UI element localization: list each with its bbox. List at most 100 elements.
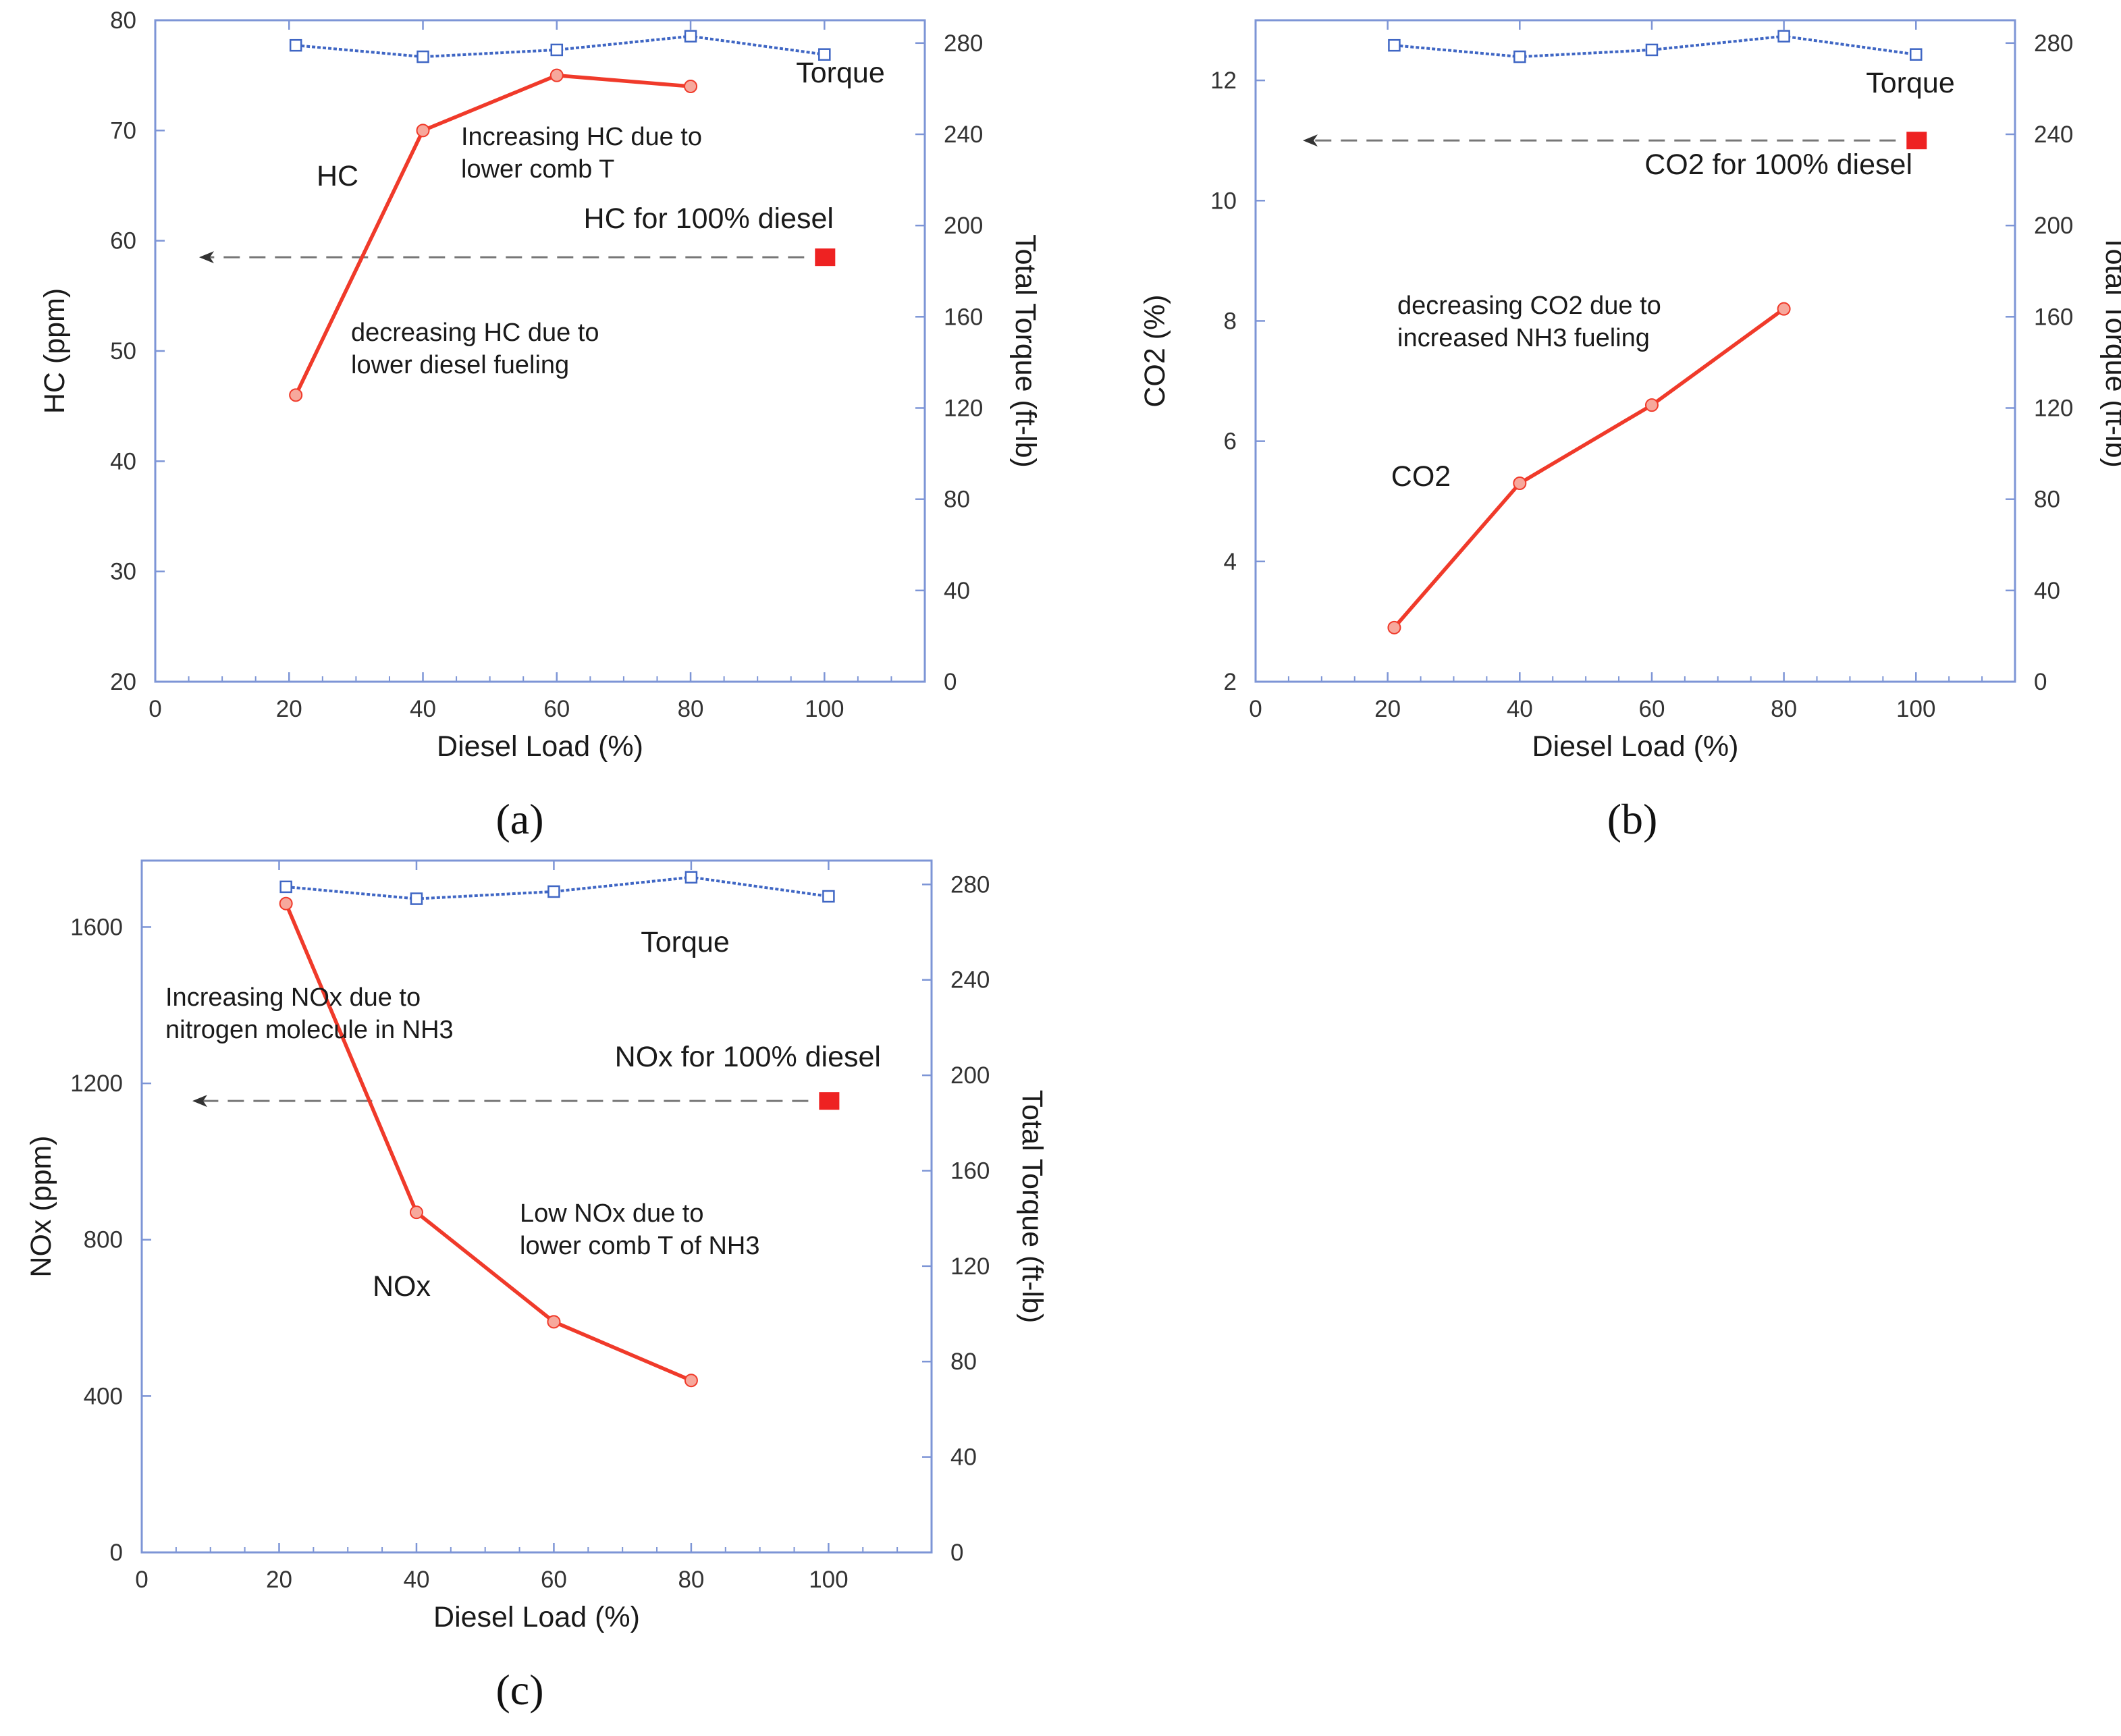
torque-point xyxy=(1388,38,1401,52)
y-tick-label: 60 xyxy=(110,228,136,254)
y-axis-label: NOx (ppm) xyxy=(25,1135,57,1277)
x-tick-label: 60 xyxy=(1638,696,1665,722)
torque-point xyxy=(1513,50,1526,63)
panel-caption: (b) xyxy=(1607,795,1658,843)
torque-series-label: Torque xyxy=(1866,67,1954,99)
y-axis-label: HC (ppm) xyxy=(38,288,71,414)
emission-point xyxy=(1513,477,1527,490)
x-tick-label: 40 xyxy=(410,696,436,722)
y-axis-label: CO2 (%) xyxy=(1139,294,1171,407)
x-tick-label: 20 xyxy=(266,1567,292,1593)
emission-point xyxy=(547,1315,561,1329)
emission-point xyxy=(279,896,293,911)
panel-caption: (a) xyxy=(495,795,543,843)
y2-tick-label: 80 xyxy=(2034,487,2060,513)
annotation-text: Low NOx due to xyxy=(520,1199,703,1228)
torque-point xyxy=(1645,43,1659,57)
y2-tick-label: 160 xyxy=(2034,304,2073,330)
torque-point xyxy=(279,880,292,894)
reference-arrowhead xyxy=(199,251,214,264)
emission-line xyxy=(1393,307,1786,629)
emission-point xyxy=(416,124,430,138)
emission-series-label: CO2 xyxy=(1391,460,1451,493)
emission-point xyxy=(289,388,303,402)
y2-tick-label: 0 xyxy=(950,1540,963,1566)
y-tick-label: 10 xyxy=(1210,188,1237,214)
annotation-text: Increasing HC due to xyxy=(461,123,702,151)
y2-tick-label: 240 xyxy=(2034,121,2073,148)
x-axis-label: Diesel Load (%) xyxy=(437,730,643,763)
y-tick-label: 1600 xyxy=(70,914,123,940)
y-tick-label: 50 xyxy=(110,338,136,364)
y-tick-label: 8 xyxy=(1224,308,1237,334)
torque-point xyxy=(547,885,560,898)
x-tick-label: 100 xyxy=(805,696,844,722)
y2-tick-label: 120 xyxy=(944,395,983,421)
reference-label: NOx for 100% diesel xyxy=(615,1041,881,1073)
y2-tick-label: 240 xyxy=(944,121,983,148)
torque-point xyxy=(1777,30,1790,43)
torque-point xyxy=(818,48,831,61)
y-tick-label: 4 xyxy=(1224,549,1237,575)
torque-point xyxy=(684,871,698,884)
y-tick-label: 30 xyxy=(110,559,136,585)
y-tick-label: 1200 xyxy=(70,1070,123,1097)
y-tick-label: 80 xyxy=(110,7,136,34)
reference-marker xyxy=(815,248,836,267)
annotation-text: lower comb T xyxy=(461,155,614,184)
x-tick-label: 40 xyxy=(1507,696,1533,722)
y2-tick-label: 0 xyxy=(2034,669,2047,695)
y2-tick-label: 0 xyxy=(944,669,957,695)
y2-axis-label: Total Torque (ft-lb) xyxy=(1016,1090,1048,1324)
y2-tick-label: 160 xyxy=(950,1158,990,1184)
y2-tick-label: 80 xyxy=(950,1349,977,1375)
y-tick-label: 6 xyxy=(1224,429,1237,455)
emission-point xyxy=(684,1374,698,1388)
annotation-text: decreasing HC due to xyxy=(351,319,599,347)
y-tick-label: 0 xyxy=(110,1540,123,1566)
plot-frame xyxy=(1254,19,2016,683)
y2-tick-label: 40 xyxy=(950,1444,977,1471)
y-tick-label: 70 xyxy=(110,117,136,144)
y2-tick-label: 200 xyxy=(950,1062,990,1089)
torque-series-label: Torque xyxy=(641,926,729,958)
x-tick-label: 20 xyxy=(276,696,302,722)
y2-axis-label: Total Torque (ft-lb) xyxy=(2099,234,2121,468)
y2-tick-label: 120 xyxy=(950,1253,990,1280)
reference-arrowhead xyxy=(1303,134,1318,147)
y2-tick-label: 240 xyxy=(950,967,990,994)
x-tick-label: 80 xyxy=(1771,696,1797,722)
reference-marker xyxy=(1906,132,1927,150)
y2-tick-label: 40 xyxy=(944,578,970,604)
y-tick-label: 12 xyxy=(1210,67,1237,94)
emission-series-label: HC xyxy=(317,160,358,192)
x-axis-label: Diesel Load (%) xyxy=(1532,730,1739,763)
torque-line xyxy=(286,875,829,900)
chart-panel-a: 0 20 40 60 80 100 20 30 40 50 60 70 80 0 40 80 120 160 200… xyxy=(38,7,1042,843)
annotation-text: increased NH3 fueling xyxy=(1397,324,1650,352)
torque-point xyxy=(550,43,564,57)
emission-point xyxy=(1644,398,1659,412)
reference-arrowhead xyxy=(192,1095,207,1108)
y-tick-label: 40 xyxy=(110,448,136,474)
torque-point xyxy=(410,892,423,905)
y2-tick-label: 80 xyxy=(944,487,970,513)
torque-point xyxy=(684,30,697,43)
y2-tick-label: 280 xyxy=(2034,30,2073,57)
x-tick-label: 20 xyxy=(1374,696,1401,722)
torque-line xyxy=(1394,34,1916,59)
chart-panel-b: 0 20 40 60 80 1002468101204080120160200240280… xyxy=(1139,19,2121,843)
torque-series-label: Torque xyxy=(796,57,884,89)
x-tick-label: 0 xyxy=(149,696,161,722)
x-tick-label: 60 xyxy=(543,696,570,722)
x-axis-label: Diesel Load (%) xyxy=(433,1601,640,1633)
torque-point xyxy=(1910,48,1923,61)
x-tick-label: 80 xyxy=(678,1567,704,1593)
torque-point xyxy=(289,38,302,52)
emission-point xyxy=(549,68,564,82)
emission-point xyxy=(409,1205,423,1220)
x-tick-label: 100 xyxy=(809,1567,848,1593)
chart-panel-c: 0 20 40 60 80 100 0 400 800 1200 1600 0 40 80 120 160 20… xyxy=(25,859,1048,1714)
reference-label: CO2 for 100% diesel xyxy=(1644,148,1912,181)
